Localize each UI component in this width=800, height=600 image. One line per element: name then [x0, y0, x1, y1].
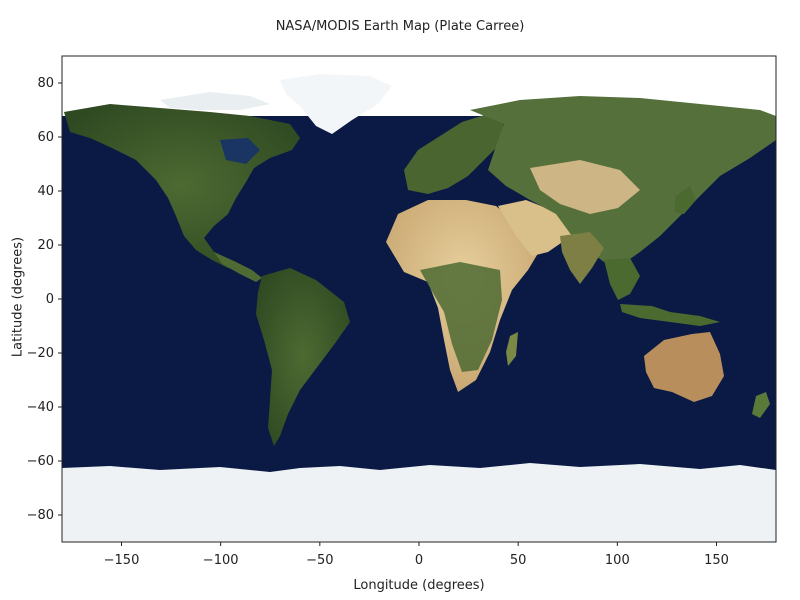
- southeast-asia: [604, 258, 640, 300]
- map-image: [62, 56, 776, 542]
- greenland: [280, 74, 392, 134]
- antarctica: [62, 463, 776, 542]
- y-tick-label: 40: [37, 184, 54, 199]
- x-tick-label: −50: [306, 553, 333, 568]
- x-tick-label: −150: [104, 553, 140, 568]
- europe: [404, 114, 504, 194]
- y-tick-label: −40: [27, 400, 54, 415]
- y-tick-label: 80: [37, 76, 54, 91]
- india: [560, 232, 604, 284]
- x-tick-label: 150: [704, 553, 729, 568]
- indonesia: [620, 304, 720, 326]
- australia: [644, 332, 724, 402]
- arabia: [498, 200, 574, 256]
- x-tick-label: −100: [203, 553, 239, 568]
- arctic-islands: [160, 92, 270, 110]
- hudson-bay: [220, 138, 260, 164]
- y-tick-label: 20: [37, 238, 54, 253]
- madagascar: [506, 332, 518, 366]
- y-ticks: 80 60 40 20 0 −20 −40 −60 −80: [27, 76, 62, 523]
- x-tick-label: 0: [415, 553, 423, 568]
- y-tick-label: −60: [27, 454, 54, 469]
- x-ticks: −150 −100 −50 0 50 100 150: [104, 542, 729, 568]
- y-tick-label: −80: [27, 508, 54, 523]
- x-axis-label: Longitude (degrees): [353, 578, 485, 593]
- x-tick-label: 50: [510, 553, 527, 568]
- central-asia-arid: [530, 160, 640, 214]
- japan: [674, 186, 696, 214]
- x-tick-label: 100: [605, 553, 630, 568]
- central-america: [214, 252, 262, 282]
- south-america: [256, 268, 350, 446]
- central-africa-forest: [420, 262, 502, 372]
- new-zealand: [752, 392, 770, 418]
- y-tick-label: −20: [27, 346, 54, 361]
- y-tick-label: 60: [37, 130, 54, 145]
- y-tick-label: 0: [46, 292, 54, 307]
- map-title: NASA/MODIS Earth Map (Plate Carree): [275, 19, 525, 34]
